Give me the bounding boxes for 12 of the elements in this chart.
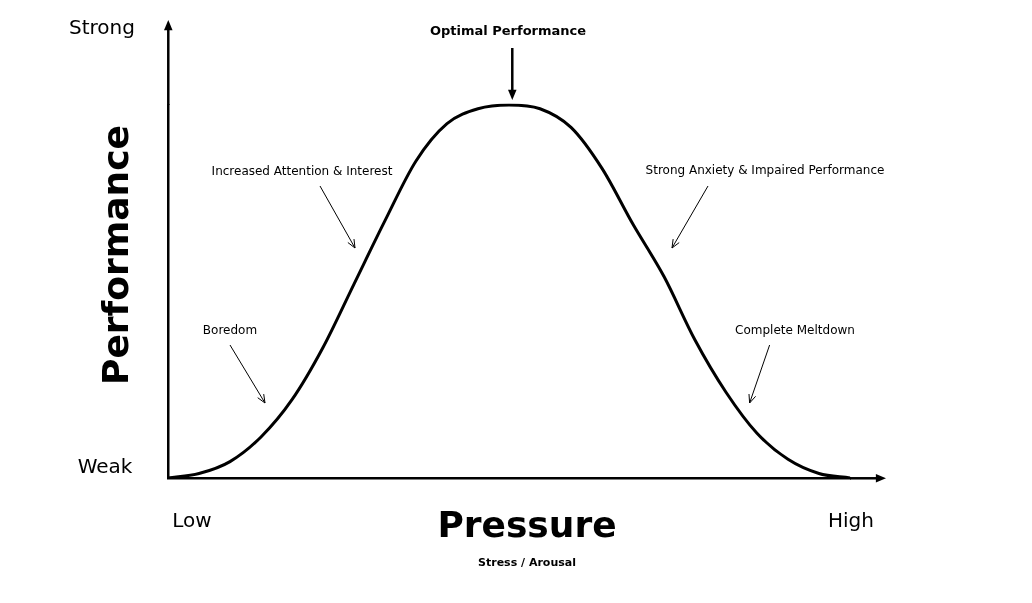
- annotation: Boredom: [202, 323, 258, 337]
- y-axis-title: Performance: [94, 125, 136, 385]
- annotation: Increased Attention & Interest: [211, 164, 393, 178]
- annotation: Strong Anxiety & Impaired Performance: [645, 163, 885, 177]
- text: Weak: [77, 454, 133, 478]
- x-axis-title: Pressure: [437, 503, 617, 545]
- text: Strong: [69, 15, 135, 39]
- text: High: [828, 508, 874, 532]
- text: Optimal Performance: [429, 22, 587, 38]
- annotation: Complete Meltdown: [735, 323, 855, 337]
- text: Low: [172, 508, 212, 532]
- text: Stress / Arousal: [478, 555, 576, 569]
